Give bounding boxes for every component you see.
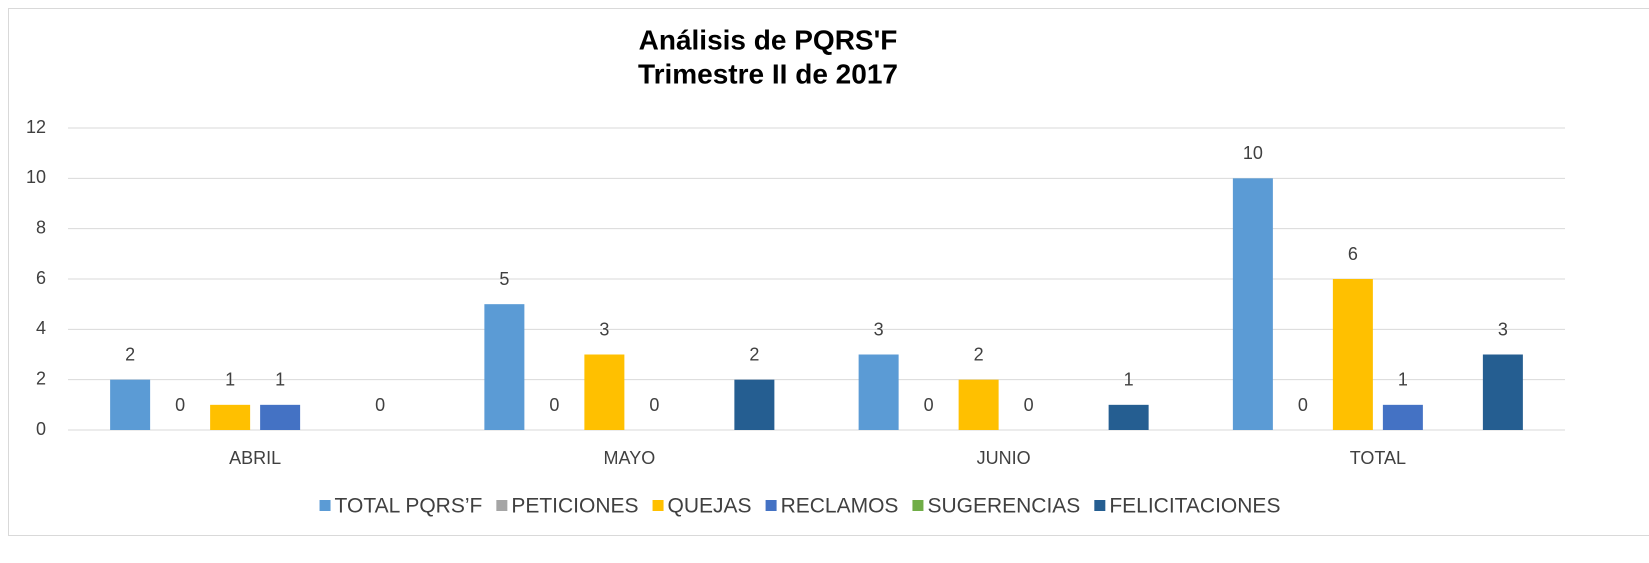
legend-swatch bbox=[496, 500, 508, 511]
bar bbox=[260, 404, 301, 430]
legend-label: SUGERENCIAS bbox=[927, 495, 1080, 518]
data-label: 0 bbox=[649, 395, 659, 415]
data-label: 6 bbox=[1348, 244, 1358, 264]
data-label: 0 bbox=[1024, 395, 1034, 415]
data-label: 3 bbox=[1498, 319, 1508, 339]
data-label: 0 bbox=[924, 395, 934, 415]
data-label: 3 bbox=[599, 319, 609, 339]
data-label: 2 bbox=[749, 344, 759, 364]
bar bbox=[858, 354, 899, 430]
legend-swatch bbox=[1094, 500, 1106, 511]
bar bbox=[1332, 279, 1373, 430]
y-tick-label: 2 bbox=[36, 368, 46, 388]
legend-swatch bbox=[765, 500, 777, 511]
data-label: 5 bbox=[499, 269, 509, 289]
data-label: 0 bbox=[175, 395, 185, 415]
bar bbox=[1232, 178, 1273, 430]
legend-label: TOTAL PQRS’F bbox=[335, 495, 483, 518]
chart-subtitle: Trimestre II de 2017 bbox=[638, 58, 898, 89]
bar bbox=[1108, 404, 1149, 430]
bar bbox=[958, 379, 999, 430]
legend-label: RECLAMOS bbox=[781, 495, 899, 518]
data-label: 2 bbox=[974, 344, 984, 364]
bar bbox=[110, 379, 151, 430]
chart-frame bbox=[8, 8, 1649, 536]
legend-swatch bbox=[319, 500, 331, 511]
bar bbox=[484, 304, 525, 430]
bar bbox=[1382, 404, 1423, 430]
legend-label: FELICITACIONES bbox=[1109, 495, 1280, 518]
data-label: 1 bbox=[275, 370, 285, 390]
x-tick-label: ABRIL bbox=[229, 448, 281, 468]
y-tick-label: 10 bbox=[26, 167, 46, 187]
bar bbox=[1482, 354, 1523, 430]
y-tick-label: 0 bbox=[36, 419, 46, 439]
legend-swatch bbox=[912, 500, 924, 511]
chart-title: Análisis de PQRS'F bbox=[639, 24, 898, 55]
x-tick-label: TOTAL bbox=[1350, 448, 1406, 468]
y-tick-label: 6 bbox=[36, 268, 46, 288]
data-label: 10 bbox=[1243, 143, 1263, 163]
data-label: 0 bbox=[375, 395, 385, 415]
legend-label: QUEJAS bbox=[668, 495, 752, 518]
data-label: 1 bbox=[1124, 370, 1134, 390]
x-tick-label: JUNIO bbox=[977, 448, 1031, 468]
x-tick-label: MAYO bbox=[604, 448, 656, 468]
data-label: 2 bbox=[125, 344, 135, 364]
bar bbox=[584, 354, 625, 430]
data-label: 1 bbox=[1398, 370, 1408, 390]
data-label: 0 bbox=[1298, 395, 1308, 415]
legend-label: PETICIONES bbox=[511, 495, 638, 518]
data-label: 0 bbox=[549, 395, 559, 415]
bar bbox=[210, 404, 251, 430]
y-tick-label: 8 bbox=[36, 217, 46, 237]
legend-swatch bbox=[652, 500, 664, 511]
y-tick-label: 4 bbox=[36, 318, 46, 338]
y-tick-label: 12 bbox=[26, 117, 46, 137]
data-label: 1 bbox=[225, 370, 235, 390]
bar bbox=[734, 379, 775, 430]
data-label: 3 bbox=[874, 319, 884, 339]
